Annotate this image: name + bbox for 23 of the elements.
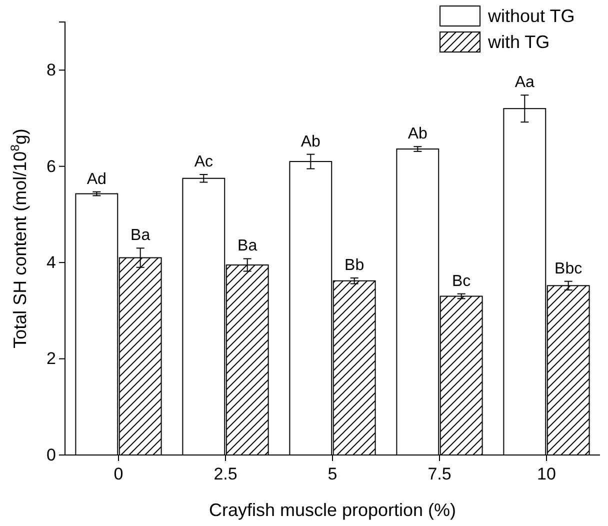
data-label: Bbc xyxy=(554,260,582,278)
x-tick-label: 7.5 xyxy=(428,464,452,484)
y-tick-label: 0 xyxy=(46,445,56,464)
y-tick-label: 2 xyxy=(46,349,56,368)
data-label: Ba xyxy=(238,238,258,255)
data-label: Aa xyxy=(514,74,535,92)
y-tick-label: 8 xyxy=(46,60,56,80)
y-tick-label: 6 xyxy=(46,156,56,176)
data-label: Ab xyxy=(300,133,321,150)
x-tick-label: 0 xyxy=(114,464,124,484)
y-tick-label: 4 xyxy=(46,252,56,272)
x-tick-label: 2.5 xyxy=(214,464,238,484)
x-axis-title: Crayfish muscle proportion (%) xyxy=(208,500,456,520)
data-label: Bb xyxy=(344,256,364,274)
data-label: Ac xyxy=(194,154,213,171)
data-label: Ab xyxy=(408,126,428,143)
x-tick-label: 10 xyxy=(537,464,556,484)
legend-label: without TG xyxy=(487,6,575,26)
data-label: Ad xyxy=(86,170,106,188)
data-label: Bc xyxy=(452,272,471,290)
legend-label: with TG xyxy=(487,32,550,52)
data-label: Ba xyxy=(130,227,150,244)
x-tick-label: 5 xyxy=(328,464,338,484)
